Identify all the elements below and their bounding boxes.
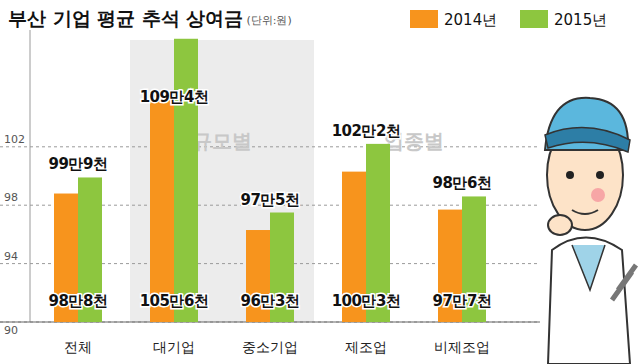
category-label: 전체 (64, 339, 92, 355)
figure-tie (572, 245, 605, 290)
data-label: 105만6천 (140, 292, 209, 310)
bar (150, 94, 174, 322)
figure-eye (596, 171, 604, 179)
bar (174, 39, 198, 322)
title: 부산 기업 평균 추석 상여금 (8, 7, 243, 29)
category-label: 중소기업 (242, 339, 298, 355)
category-label: 비제조업 (434, 339, 490, 355)
category-label: 제조업 (345, 339, 387, 355)
tick-label: 102 (4, 133, 25, 146)
category-label: 대기업 (153, 339, 195, 355)
figure-body (548, 238, 630, 364)
grid-line (0, 146, 540, 147)
tick-label: 90 (4, 324, 18, 337)
legend-swatch (520, 10, 548, 28)
figure-hand (548, 215, 572, 235)
figure-brim (545, 128, 630, 152)
data-label: 109만4천 (140, 88, 209, 106)
illustration (545, 98, 636, 364)
legend: 2014년 2015년 (410, 10, 607, 29)
data-label: 99만9천 (49, 155, 108, 173)
subtitle: (단위:원) (246, 14, 291, 27)
group-band (130, 40, 314, 322)
bars (54, 39, 486, 322)
tick-label: 98 (4, 191, 18, 204)
group-annotation: 규모별 (192, 129, 252, 153)
data-label: 96만3천 (241, 292, 300, 310)
legend-swatch (410, 10, 438, 28)
legend-label: 2015년 (554, 11, 607, 29)
data-label: 97만5천 (241, 191, 300, 209)
figure-mouth (572, 210, 598, 214)
data-label: 97만7천 (433, 292, 492, 310)
data-label: 100만3천 (332, 292, 401, 310)
data-label: 98만6천 (433, 174, 492, 192)
figure-eye (566, 171, 574, 179)
y-axis-line (30, 30, 31, 322)
data-label: 102만2천 (332, 122, 401, 140)
figure-cheek (591, 188, 605, 202)
figure-wrench (612, 265, 636, 300)
tick-label: 94 (4, 250, 18, 263)
data-label: 98만8천 (49, 292, 108, 310)
chart: 909498102규모별업종별98만8천105만6천96만3천100만3천97만… (0, 0, 640, 364)
legend-label: 2014년 (444, 11, 497, 29)
